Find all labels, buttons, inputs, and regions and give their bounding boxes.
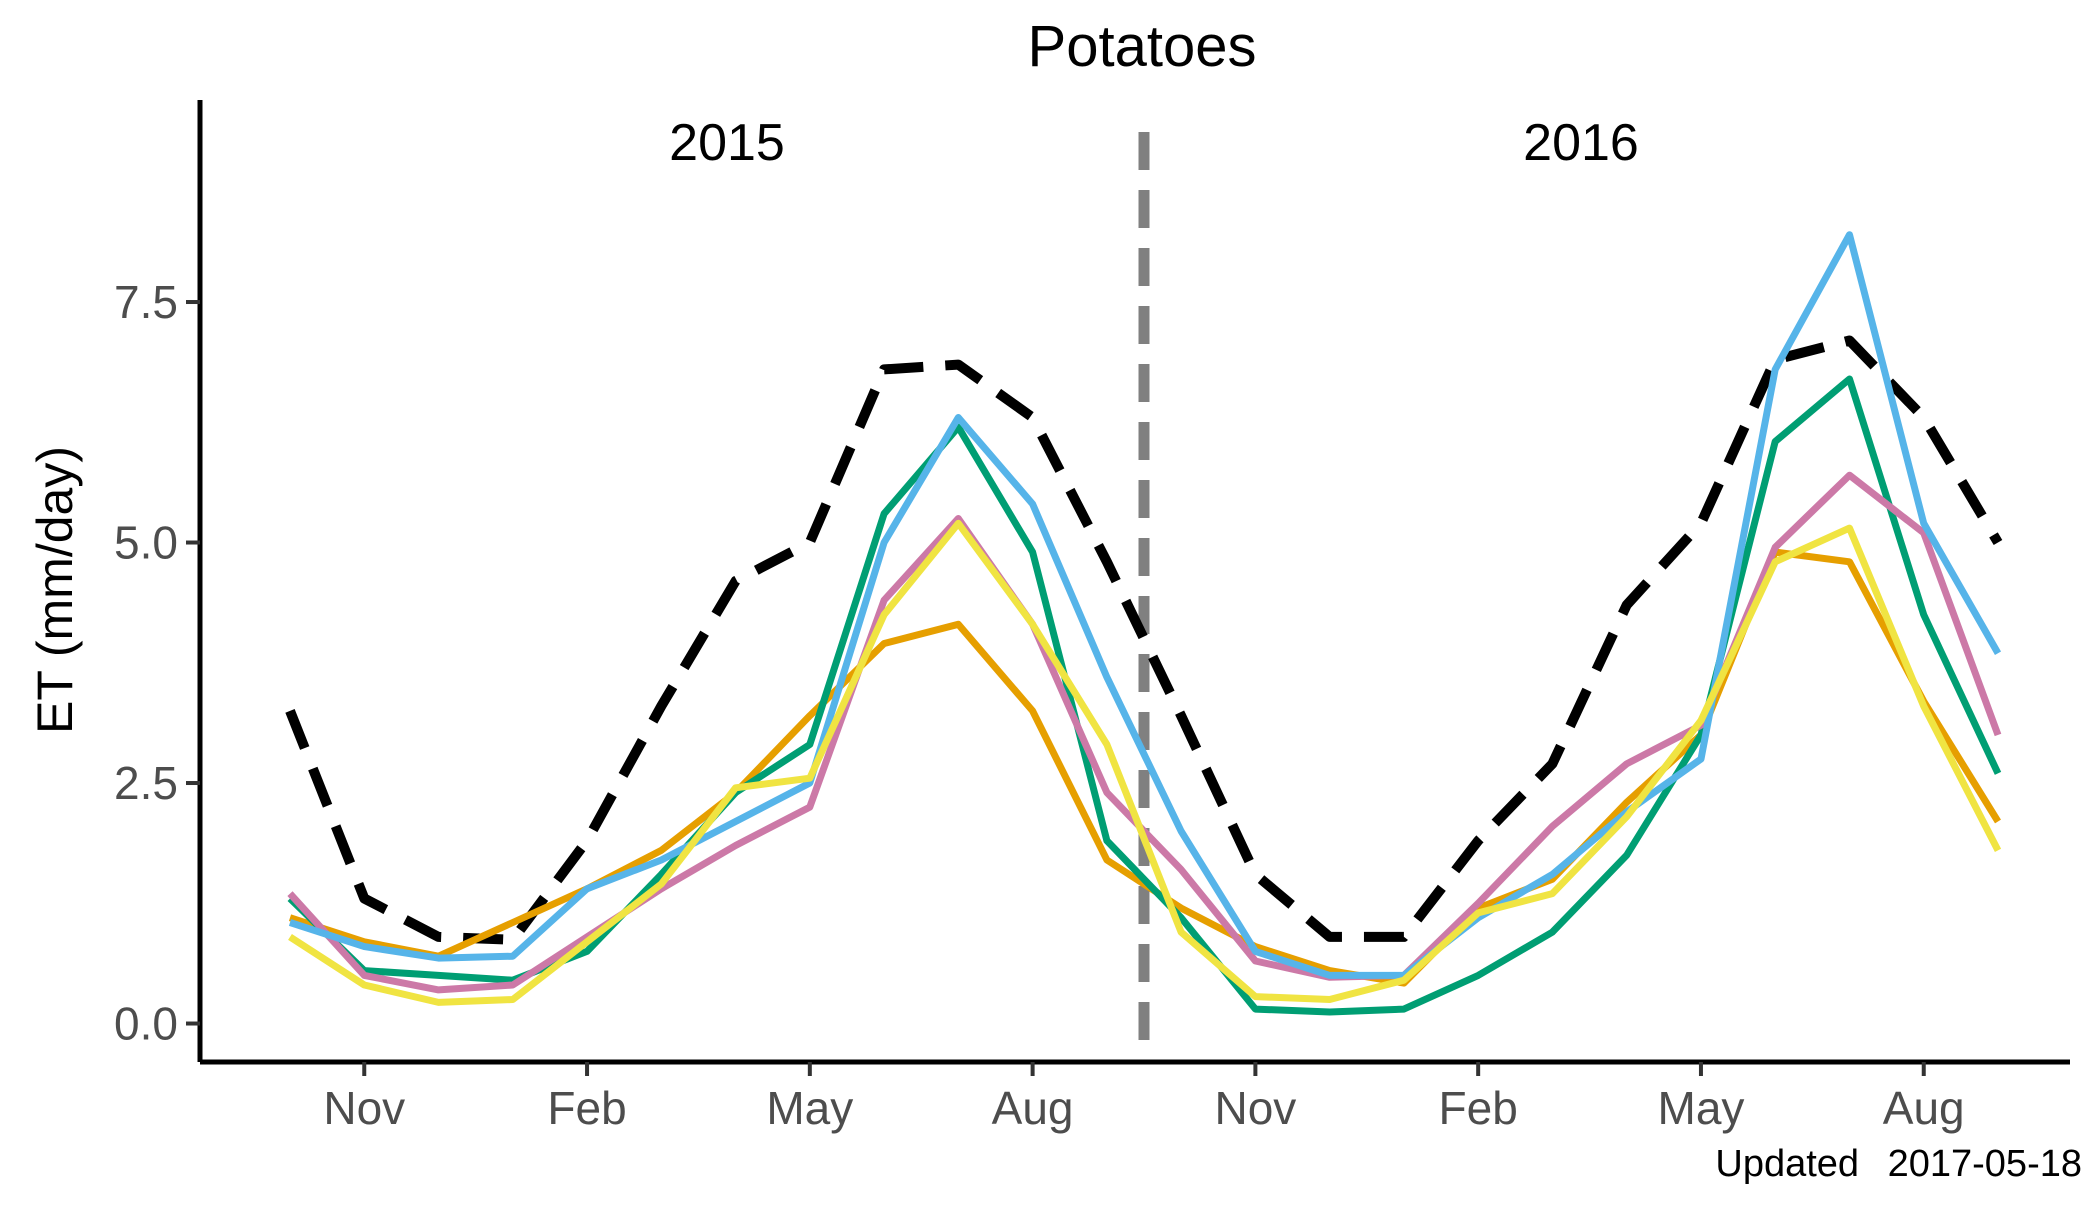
y-tick-label: 0.0 xyxy=(114,998,178,1050)
x-tick-label: Feb xyxy=(1439,1082,1518,1134)
period-label-2015: 2015 xyxy=(669,114,785,172)
updated-label: Updated xyxy=(1715,1143,1859,1185)
y-tick-label: 2.5 xyxy=(114,757,178,809)
x-tick-label: May xyxy=(766,1082,853,1134)
y-tick-label: 5.0 xyxy=(114,517,178,569)
chart-marks: 2015 2016 xyxy=(285,114,2003,1062)
updated-note: Updated 2017-05-18 xyxy=(1715,1143,2082,1185)
y-tick-label: 7.5 xyxy=(114,276,178,328)
series-line-1 xyxy=(285,335,2003,945)
x-tick-label: May xyxy=(1658,1082,1745,1134)
x-tick-label: Aug xyxy=(1883,1082,1965,1134)
period-label-2016: 2016 xyxy=(1523,114,1639,172)
updated-date: 2017-05-18 xyxy=(1888,1143,2082,1185)
x-tick-label: Feb xyxy=(547,1082,626,1134)
y-axis-label: ET (mm/day) xyxy=(27,446,83,734)
x-tick-label: Aug xyxy=(992,1082,1074,1134)
chart-axes: 0.0 2.5 5.0 7.5 Nov Feb May Aug Nov Feb May Aug xyxy=(114,100,2070,1134)
chart-title: Potatoes xyxy=(1028,14,1257,79)
x-tick-label: Nov xyxy=(1214,1082,1296,1134)
x-tick-label: Nov xyxy=(323,1082,405,1134)
series-line-6 xyxy=(288,519,2002,1006)
